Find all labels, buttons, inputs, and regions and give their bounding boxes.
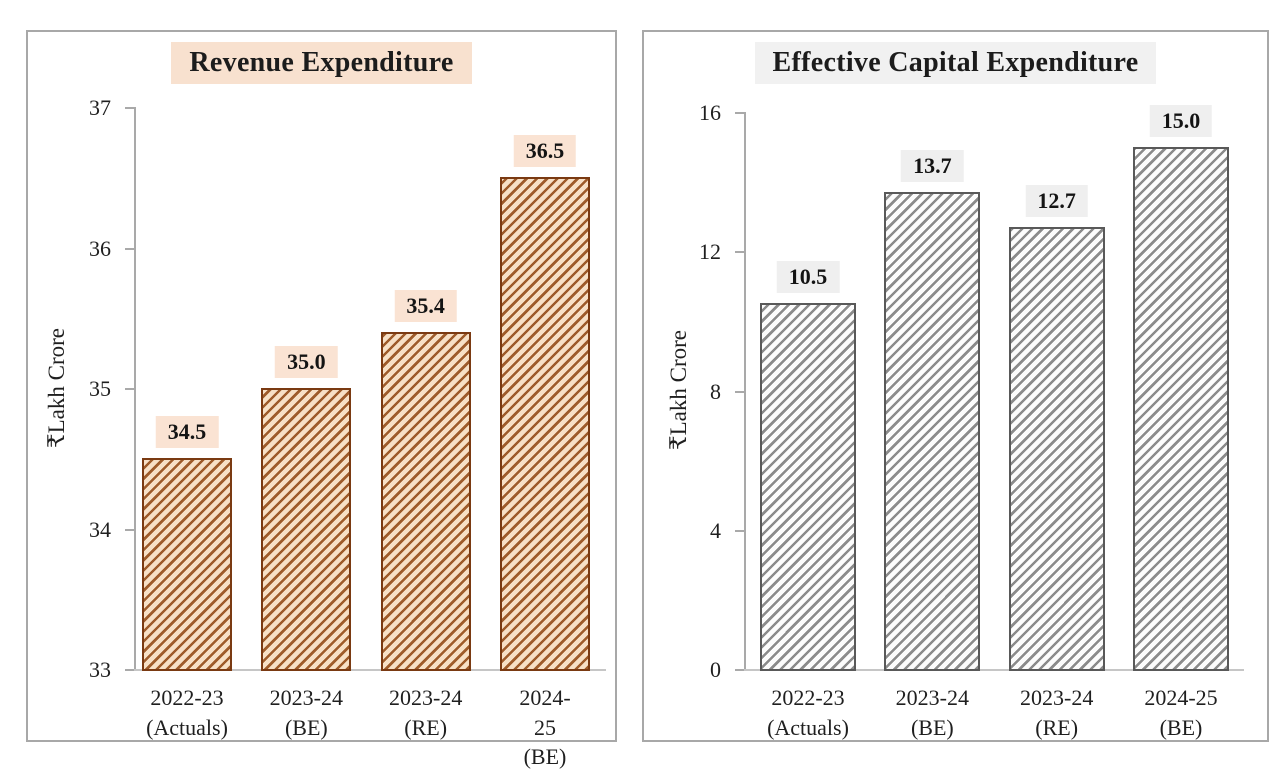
y-tick-mark (735, 390, 744, 393)
x-category-label: 2023-24 (BE) (895, 685, 969, 740)
bar (760, 303, 856, 671)
bar (499, 177, 590, 671)
y-tick-mark (735, 251, 744, 254)
y-tick-label: 37 (89, 95, 111, 120)
bar (142, 458, 232, 671)
bar-value-label: 34.5 (155, 416, 219, 449)
bar (884, 192, 981, 671)
x-category-label: 2023-24 (RE) (388, 685, 463, 740)
y-tick-label: 35 (89, 376, 111, 401)
bar-value-label: 35.4 (394, 289, 457, 322)
y-tick-label: 4 (710, 517, 721, 543)
chart-title: Revenue Expenditure (171, 42, 472, 84)
y-tick-label: 0 (710, 657, 721, 682)
bar-value-label: 10.5 (776, 261, 840, 294)
y-tick-mark (125, 388, 134, 390)
y-tick-label: 12 (699, 239, 721, 265)
y-tick-mark (735, 669, 744, 671)
plot-area: 33 34 35 36 37 34.5 2022-23 (Actuals) 35.0 2023-… (28, 32, 615, 769)
x-category-label: 2022-23 (Actuals) (146, 685, 228, 740)
y-tick-mark (125, 528, 134, 531)
bar (261, 388, 352, 671)
y-tick-mark (735, 529, 744, 532)
y-axis-line (744, 112, 746, 671)
y-tick-mark (125, 669, 134, 671)
bar (380, 331, 471, 671)
bar (1008, 226, 1105, 671)
y-tick-mark (125, 107, 134, 109)
chart-title-bar: Revenue Expenditure (28, 42, 615, 84)
effective-capital-expenditure-chart: Effective Capital Expenditure ₹Lakh Cror… (642, 30, 1269, 742)
y-tick-label: 16 (699, 100, 721, 125)
bar-value-label: 15.0 (1149, 104, 1213, 137)
y-tick-label: 8 (710, 378, 721, 404)
x-category-label: 2022-23 (Actuals) (767, 685, 849, 740)
bar-value-label: 36.5 (513, 135, 577, 168)
x-category-label: 2024-25 (BE) (1144, 685, 1218, 740)
revenue-expenditure-chart: Revenue Expenditure ₹Lakh Crore 33 34 35 36… (26, 30, 617, 769)
x-category-label: 2023-24 (BE) (269, 685, 343, 740)
y-tick-label: 34 (89, 516, 111, 542)
bar-value-label: 13.7 (901, 150, 964, 183)
y-tick-mark (125, 247, 134, 250)
y-axis-label: ₹Lakh Crore (44, 327, 69, 449)
x-axis-baseline (134, 669, 606, 671)
y-tick-label: 33 (89, 657, 111, 682)
x-axis-baseline (744, 669, 1244, 671)
chart-title: Effective Capital Expenditure (754, 42, 1157, 84)
chart-title-bar: Effective Capital Expenditure (644, 42, 1267, 84)
plot-area: 0 4 8 12 16 10.5 2022-23 (Actuals) 13.7 2023-24 … (644, 32, 1267, 740)
bar (1132, 146, 1229, 671)
x-category-label: 2024-25 (BE) (519, 685, 571, 770)
y-tick-mark (735, 112, 744, 114)
y-axis-line (134, 107, 136, 671)
y-tick-label: 36 (89, 235, 111, 261)
y-axis-label: ₹Lakh Crore (666, 329, 691, 451)
bar-value-label: 12.7 (1025, 184, 1088, 217)
bar-value-label: 35.0 (275, 346, 338, 378)
x-category-label: 2023-24 (RE) (1019, 685, 1094, 740)
